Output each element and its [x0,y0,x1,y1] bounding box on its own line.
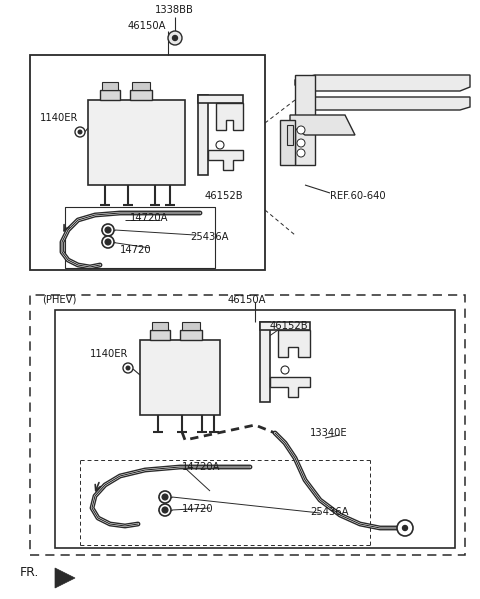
Circle shape [126,366,130,370]
Polygon shape [260,322,270,402]
Circle shape [162,494,168,500]
Bar [132,82,150,90]
Text: FR.: FR. [20,567,39,579]
Bar [102,82,118,90]
Circle shape [168,31,182,45]
Circle shape [102,236,114,248]
Polygon shape [300,97,470,110]
Text: 25436A: 25436A [190,232,228,242]
Text: 1338BB: 1338BB [155,5,194,15]
Bar [150,330,170,340]
Bar [182,322,200,330]
Text: 1140ER: 1140ER [90,349,128,359]
Bar [180,330,202,340]
Bar [130,90,152,100]
Circle shape [123,363,133,373]
Bar [140,340,220,415]
Circle shape [105,227,111,233]
Polygon shape [260,322,310,330]
Circle shape [297,149,305,157]
Polygon shape [295,75,470,91]
Text: REF.60-640: REF.60-640 [330,191,385,201]
Bar [30,55,265,270]
Polygon shape [208,150,243,170]
Polygon shape [198,95,243,103]
Circle shape [172,35,178,41]
Bar [30,295,465,555]
Text: 46152B: 46152B [270,321,309,331]
Bar [152,322,168,330]
Polygon shape [290,115,355,135]
Circle shape [105,239,111,245]
Polygon shape [198,95,208,175]
Text: 46150A: 46150A [228,295,266,305]
Circle shape [297,126,305,134]
Text: 46152B: 46152B [205,191,244,201]
Circle shape [216,141,224,149]
Polygon shape [55,568,75,588]
Text: 13340E: 13340E [310,428,348,438]
Circle shape [75,127,85,137]
Text: 14720: 14720 [120,245,152,255]
Polygon shape [270,377,310,397]
Circle shape [297,139,305,147]
Circle shape [159,504,171,516]
Text: 25436A: 25436A [310,507,348,517]
Text: 14720: 14720 [182,504,214,514]
Circle shape [102,224,114,236]
Circle shape [162,507,168,513]
Circle shape [281,366,289,374]
Polygon shape [295,75,315,165]
Text: 1140ER: 1140ER [40,113,78,123]
Text: 14720A: 14720A [182,462,220,472]
Polygon shape [280,120,295,165]
Bar [55,310,455,548]
Polygon shape [278,330,310,357]
Bar [100,90,120,100]
Circle shape [403,525,408,531]
Circle shape [159,491,171,503]
Polygon shape [287,125,293,145]
Text: 46150A: 46150A [128,21,167,31]
Text: 14720A: 14720A [130,213,168,223]
Polygon shape [216,103,243,130]
Circle shape [397,520,413,536]
Text: (PHEV): (PHEV) [42,295,76,305]
Circle shape [78,130,82,134]
Bar [88,100,185,185]
